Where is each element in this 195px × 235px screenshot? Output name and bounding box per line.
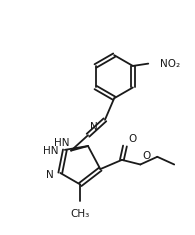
Text: CH₃: CH₃ xyxy=(71,209,90,219)
Text: O: O xyxy=(143,151,151,161)
Text: NO₂: NO₂ xyxy=(160,59,180,69)
Text: O: O xyxy=(129,134,137,145)
Text: N: N xyxy=(46,169,54,180)
Text: N: N xyxy=(90,122,97,132)
Text: HN: HN xyxy=(43,146,59,157)
Text: HN: HN xyxy=(54,137,70,148)
